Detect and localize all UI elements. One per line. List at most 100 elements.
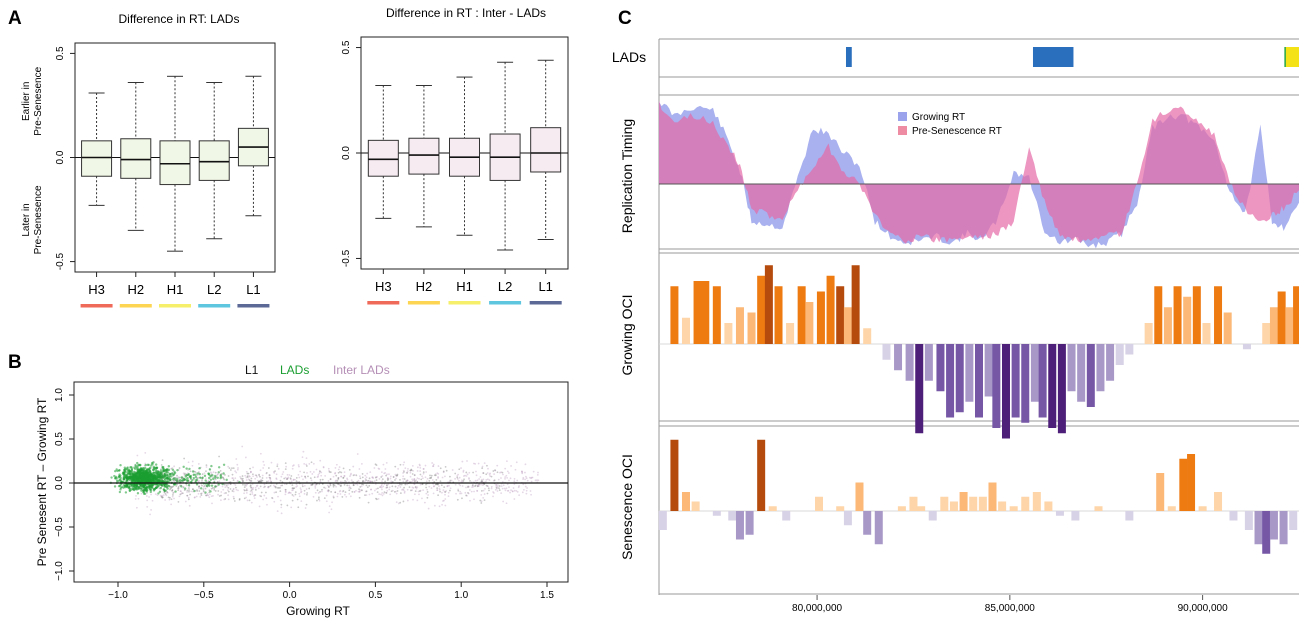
point-inter-lads	[319, 480, 322, 483]
point-inter-lads	[272, 470, 275, 473]
point-l1	[479, 499, 482, 502]
point-inter-lads	[496, 484, 499, 487]
point-inter-lads	[379, 486, 382, 489]
point-lads	[174, 478, 177, 481]
point-inter-lads	[514, 468, 517, 471]
point-l1	[359, 477, 362, 480]
point-lads	[154, 468, 158, 472]
point-l1	[356, 481, 359, 483]
point-inter-lads	[425, 480, 428, 483]
point-inter-lads	[421, 497, 423, 500]
point-inter-lads	[325, 494, 328, 497]
senescence-oci-bar	[949, 501, 958, 511]
point-inter-lads	[462, 475, 465, 477]
point-inter-lads	[380, 484, 383, 486]
point-inter-lads	[431, 462, 434, 464]
point-inter-lads	[433, 504, 436, 507]
point-inter-lads	[170, 503, 173, 506]
point-inter-lads	[178, 495, 181, 498]
point-l1	[486, 492, 489, 495]
senescence-oci-bar	[959, 492, 968, 511]
point-inter-lads	[327, 480, 330, 482]
point-lads	[150, 461, 154, 465]
point-inter-lads	[419, 483, 422, 486]
point-l1	[374, 476, 377, 479]
point-l1	[411, 473, 414, 475]
point-inter-lads	[234, 477, 237, 480]
point-l1	[192, 488, 194, 491]
chart-title: Difference in RT : Inter - LADs	[386, 6, 546, 20]
point-l1	[456, 498, 459, 501]
point-inter-lads	[244, 456, 247, 459]
point-lads	[156, 485, 159, 488]
point-lads	[167, 484, 171, 488]
point-inter-lads	[495, 484, 498, 486]
point-inter-lads	[476, 479, 479, 482]
point-inter-lads	[521, 470, 523, 473]
point-lads	[159, 476, 162, 480]
point-lads	[113, 474, 116, 478]
point-inter-lads	[259, 452, 262, 455]
point-l1	[242, 483, 244, 486]
point-inter-lads	[334, 471, 337, 474]
point-inter-lads	[279, 499, 282, 502]
point-l1	[474, 484, 477, 487]
point-inter-lads	[294, 478, 296, 481]
point-inter-lads	[529, 490, 532, 492]
point-l1	[488, 489, 490, 492]
point-inter-lads	[536, 479, 538, 482]
point-inter-lads	[297, 473, 300, 476]
point-inter-lads	[507, 489, 510, 492]
point-l1	[176, 483, 179, 486]
panel-label-a: A	[8, 8, 22, 29]
point-inter-lads	[388, 488, 391, 491]
point-inter-lads	[198, 487, 201, 490]
senescence-oci-bar	[1021, 496, 1030, 511]
point-lads	[142, 484, 145, 488]
point-l1	[213, 488, 216, 491]
point-l1	[319, 478, 322, 481]
point-inter-lads	[447, 495, 450, 498]
point-inter-lads	[397, 502, 400, 505]
point-lads	[118, 468, 121, 472]
point-l1	[332, 483, 335, 486]
point-inter-lads	[207, 494, 210, 497]
point-l1	[271, 496, 273, 499]
point-lads	[161, 465, 164, 469]
point-l1	[375, 498, 378, 501]
point-l1	[170, 486, 173, 489]
point-inter-lads	[337, 477, 340, 479]
point-inter-lads	[268, 476, 271, 479]
point-l1	[204, 487, 207, 490]
point-inter-lads	[356, 453, 359, 455]
point-inter-lads	[249, 471, 252, 474]
track-label-growing-oci: Growing OCI	[619, 295, 635, 376]
point-l1	[371, 480, 374, 483]
point-inter-lads	[486, 485, 489, 487]
point-inter-lads	[253, 494, 256, 496]
point-lads	[135, 476, 139, 479]
point-lads	[187, 473, 190, 477]
point-inter-lads	[451, 469, 454, 471]
point-inter-lads	[411, 464, 414, 467]
growing-oci-bar	[1293, 286, 1299, 344]
point-inter-lads	[193, 496, 196, 499]
point-lads	[151, 468, 155, 472]
point-l1	[306, 492, 309, 494]
point-inter-lads	[381, 491, 384, 494]
point-inter-lads	[328, 511, 331, 514]
point-l1	[428, 479, 431, 482]
point-l1	[375, 497, 377, 500]
point-inter-lads	[378, 468, 381, 470]
point-inter-lads	[280, 506, 283, 509]
point-inter-lads	[343, 475, 346, 477]
point-inter-lads	[468, 485, 470, 488]
category-color-bar	[448, 301, 481, 305]
growing-oci-bar	[1086, 344, 1095, 407]
point-lads	[171, 468, 175, 472]
point-inter-lads	[483, 462, 486, 465]
point-l1	[295, 480, 298, 483]
point-inter-lads	[289, 478, 292, 481]
senescence-oci-bar	[1254, 511, 1263, 545]
